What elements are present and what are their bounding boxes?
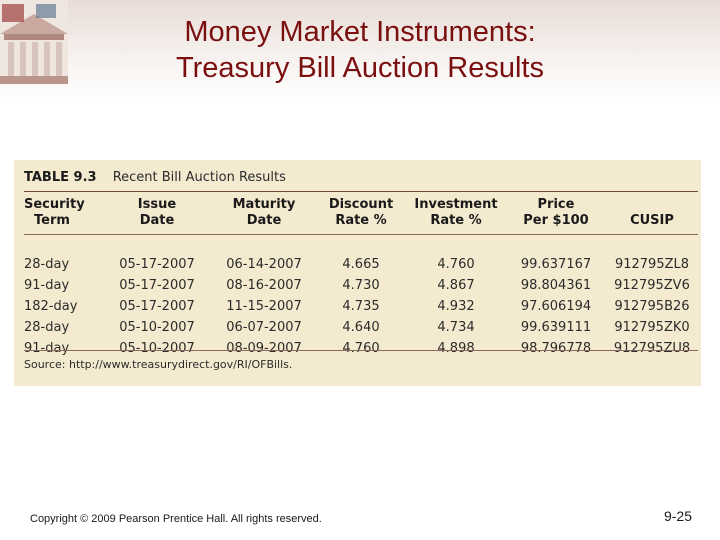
table-row: 91-day 05-10-2007 08-09-2007 4.760 4.898… <box>24 338 698 359</box>
table-source: Source: http://www.treasurydirect.gov/RI… <box>24 358 293 371</box>
cell-term: 91-day <box>24 341 70 356</box>
cell-issue-date: 05-17-2007 <box>119 278 195 293</box>
cell-maturity-date: 08-09-2007 <box>226 341 302 356</box>
cell-maturity-date: 06-07-2007 <box>226 320 302 335</box>
cell-discount-rate: 4.730 <box>342 278 380 293</box>
header-maturity-date: Maturity Date <box>232 197 296 228</box>
table-number: TABLE 9.3 <box>24 170 97 185</box>
cell-investment-rate: 4.932 <box>437 299 475 314</box>
cell-cusip: 912795B26 <box>614 299 690 314</box>
body-rule <box>24 350 698 351</box>
cell-investment-rate: 4.734 <box>437 320 475 335</box>
header-spacer <box>24 233 698 254</box>
caption-rule <box>24 191 698 192</box>
header-cusip: CUSIP <box>630 213 674 228</box>
header-investment-rate: Investment Rate % <box>414 197 498 228</box>
cell-maturity-date: 06-14-2007 <box>226 257 302 272</box>
cell-term: 182-day <box>24 299 78 314</box>
cell-price: 98.796778 <box>520 341 592 356</box>
slide-title: Money Market Instruments: Treasury Bill … <box>60 14 660 86</box>
table-header-row: Security Term Issue Date Maturity Date Disc… <box>24 196 698 233</box>
table-title: Recent Bill Auction Results <box>112 170 286 185</box>
cell-issue-date: 05-17-2007 <box>119 257 195 272</box>
cell-issue-date: 05-10-2007 <box>119 341 195 356</box>
cell-cusip: 912795ZK0 <box>614 320 690 335</box>
table-panel: TABLE 9.3 Recent Bill Auction Results Se… <box>14 160 701 386</box>
table-row: 182-day 05-17-2007 11-15-2007 4.735 4.93… <box>24 296 698 317</box>
copyright-notice: Copyright © 2009 Pearson Prentice Hall. … <box>30 513 322 525</box>
header-discount-rate: Discount Rate % <box>328 197 394 228</box>
cell-discount-rate: 4.760 <box>342 341 380 356</box>
cell-discount-rate: 4.735 <box>342 299 380 314</box>
cell-issue-date: 05-10-2007 <box>119 320 195 335</box>
cell-cusip: 912795ZL8 <box>614 257 690 272</box>
cell-investment-rate: 4.867 <box>437 278 475 293</box>
cell-term: 91-day <box>24 278 70 293</box>
slide-title-line-1: Money Market Instruments: <box>184 16 536 48</box>
header-rule <box>24 234 698 235</box>
cell-term: 28-day <box>24 257 70 272</box>
cell-price: 99.639111 <box>520 320 592 335</box>
cell-cusip: 912795ZV6 <box>614 278 690 293</box>
cell-price: 98.804361 <box>520 278 592 293</box>
table-row: 91-day 05-17-2007 08-16-2007 4.730 4.867… <box>24 275 698 296</box>
header-security-term: Security Term <box>24 197 85 228</box>
cell-maturity-date: 08-16-2007 <box>226 278 302 293</box>
cell-investment-rate: 4.760 <box>437 257 475 272</box>
header-band <box>0 0 720 100</box>
cell-cusip: 912795ZU8 <box>613 341 691 356</box>
cell-discount-rate: 4.665 <box>342 257 380 272</box>
cell-discount-rate: 4.640 <box>342 320 380 335</box>
page-number: 9-25 <box>663 508 692 524</box>
slide-title-line-2: Treasury Bill Auction Results <box>175 52 544 84</box>
header-issue-date: Issue Date <box>137 197 177 228</box>
table-row: 28-day 05-10-2007 06-07-2007 4.640 4.734… <box>24 317 698 338</box>
cell-investment-rate: 4.898 <box>437 341 475 356</box>
header-price: Price Per $100 <box>523 197 589 228</box>
cell-price: 97.606194 <box>520 299 592 314</box>
table-caption: TABLE 9.3 Recent Bill Auction Results <box>24 170 286 185</box>
table-row: 28-day 05-17-2007 06-14-2007 4.665 4.760… <box>24 254 698 275</box>
auction-results-table: Security Term Issue Date Maturity Date Disc… <box>24 196 698 359</box>
cell-issue-date: 05-17-2007 <box>119 299 195 314</box>
building-logo-icon <box>0 0 68 84</box>
cell-price: 99.637167 <box>520 257 592 272</box>
cell-maturity-date: 11-15-2007 <box>226 299 302 314</box>
cell-term: 28-day <box>24 320 70 335</box>
